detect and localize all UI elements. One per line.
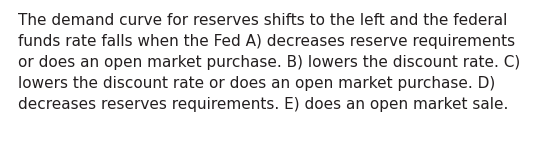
Text: The demand curve for reserves shifts to the left and the federal
funds rate fall: The demand curve for reserves shifts to … [18, 13, 520, 112]
